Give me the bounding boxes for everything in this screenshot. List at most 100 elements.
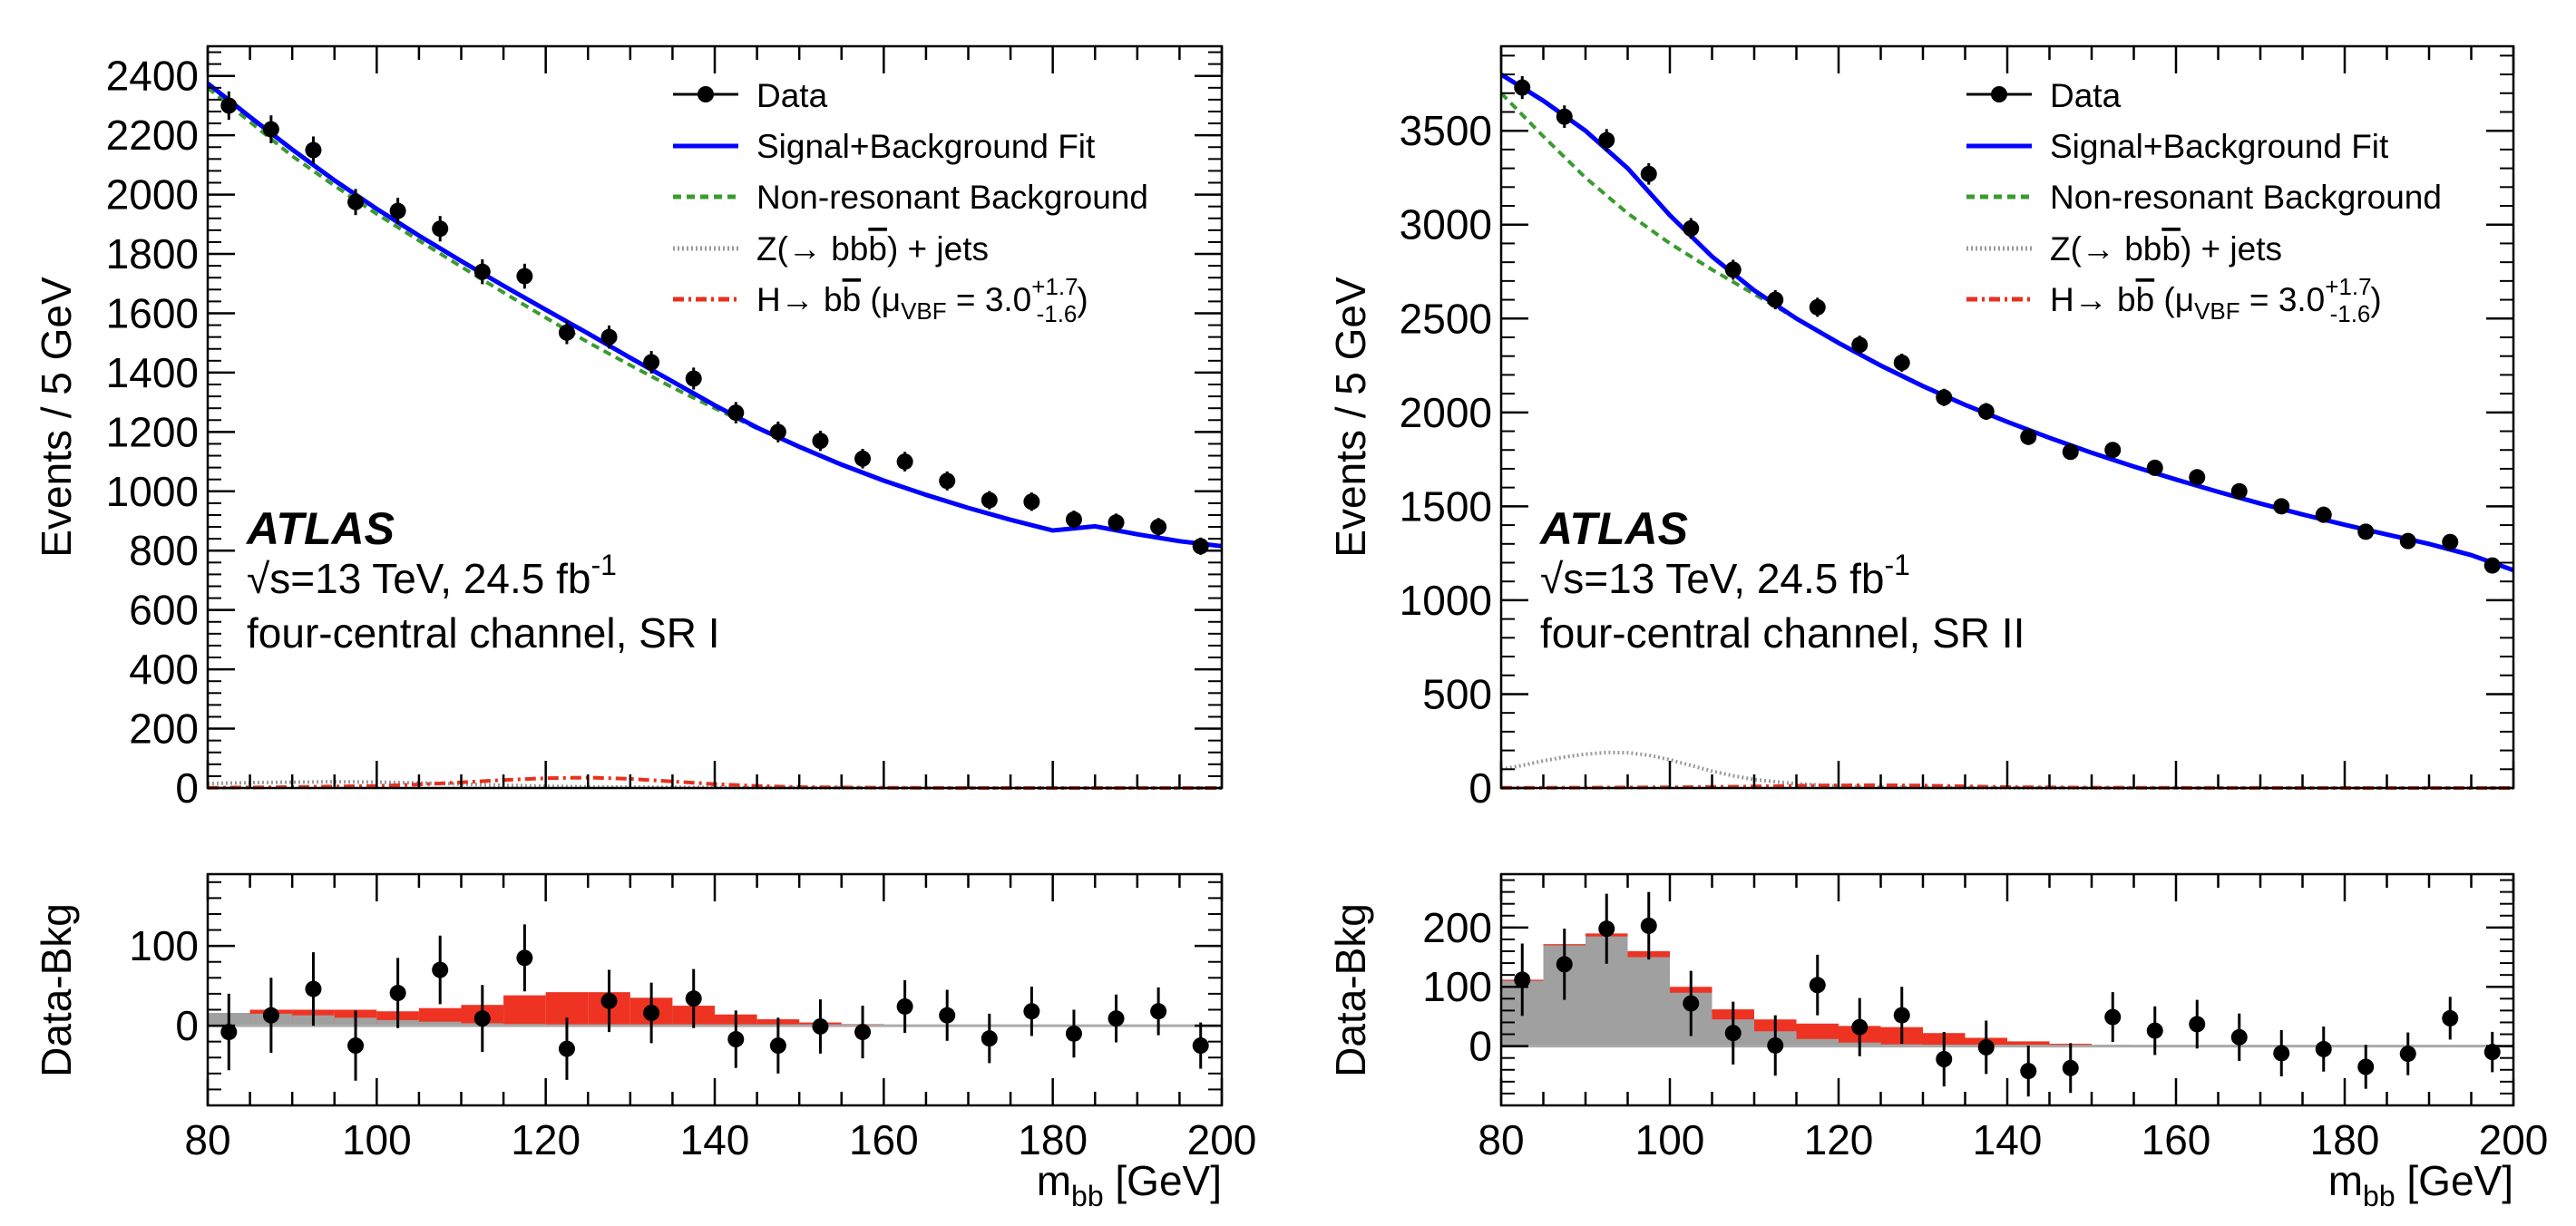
sr2-legend-z-b: b bbox=[2143, 230, 2162, 268]
sr2-legend-h-mu: (μ bbox=[2154, 281, 2194, 318]
sr1-data-point bbox=[516, 268, 533, 285]
sr2-legend-z-bbar: b bbox=[2161, 230, 2181, 268]
sr2-residual-point bbox=[1936, 1051, 1953, 1067]
sr2-legend: Data Signal+Background Fit Non-resonant … bbox=[1966, 77, 2442, 327]
sr1-residual-point bbox=[558, 1040, 575, 1057]
sr1-ytick-label: 600 bbox=[129, 587, 199, 634]
sr2-data-point bbox=[1767, 291, 1784, 308]
sr2-residual-point bbox=[1598, 920, 1615, 938]
sr1-data-point bbox=[432, 220, 449, 238]
sr2-residual-point bbox=[2399, 1046, 2416, 1063]
sr1-data-point bbox=[1192, 538, 1209, 555]
sr1-ytick-label: 1000 bbox=[106, 468, 199, 515]
sr2-legend-z-pre: Z(→ b bbox=[2050, 230, 2143, 268]
sr1-ytick-label: 1200 bbox=[106, 408, 199, 455]
sr1-xlabel-unit: [GeV] bbox=[1104, 1157, 1222, 1204]
sr1-residual-point bbox=[939, 1007, 956, 1024]
sr1-residual-point bbox=[896, 997, 913, 1015]
sr1-data-point bbox=[643, 354, 660, 371]
sr1-residual-point bbox=[389, 985, 406, 1002]
sr1-residual-point bbox=[685, 990, 702, 1007]
sr1-xtick-label: 200 bbox=[1187, 1116, 1257, 1163]
sr1-zjets-curve bbox=[207, 780, 1222, 790]
sr2-xlabel-sub: bb bbox=[2363, 1180, 2395, 1212]
sr1-data-point bbox=[558, 324, 575, 341]
sr2-data-point bbox=[1640, 165, 1657, 182]
sr2-residual-ytick-label: 100 bbox=[1422, 963, 1492, 1010]
sr2-legend-z-label: Z(→ bbb) + jets bbox=[2050, 230, 2282, 268]
sr1-xlabel: mbb [GeV] bbox=[1037, 1157, 1222, 1212]
sr1-ytick-label: 2000 bbox=[106, 171, 199, 219]
sr1-legend-h-pre: H→ b bbox=[756, 281, 843, 318]
sr2-xlabel: mbb [GeV] bbox=[2328, 1157, 2513, 1212]
sr2-residual-z-bar bbox=[1796, 1038, 1839, 1046]
sr2-data-point bbox=[1598, 131, 1615, 149]
sr1-ytick-label: 200 bbox=[129, 705, 199, 753]
sr2-legend-h-label: H→ bb (μVBF = 3.0+1.7 -1.6) bbox=[2050, 273, 2382, 327]
sr1-data-point bbox=[473, 263, 491, 280]
sr1-ytick-label: 2400 bbox=[106, 53, 199, 100]
sr1-legend-bkg-label: Non-resonant Background bbox=[756, 179, 1148, 216]
sr2-legend-data-marker bbox=[1991, 86, 2007, 102]
sr1-legend-z-bbar: b bbox=[868, 230, 887, 268]
sr2-ylabel-bottom: Data-Bkg bbox=[1327, 903, 1374, 1077]
sr2-xtick-label: 100 bbox=[1635, 1116, 1705, 1163]
sr1-data-point bbox=[769, 423, 786, 441]
sr1-ylabel-bottom: Data-Bkg bbox=[33, 903, 80, 1077]
sr1-residual-point bbox=[432, 961, 449, 978]
sr2-legend-h-close: ) bbox=[2370, 281, 2381, 318]
sr2-data-point bbox=[1809, 298, 1826, 316]
sr2-residual-point bbox=[2483, 1044, 2501, 1061]
sr2-residual-plot-content bbox=[1501, 891, 2513, 1097]
sr1-residual-point bbox=[305, 980, 322, 997]
sr2-ytick-label: 2000 bbox=[1400, 389, 1492, 436]
sr1-residual-axes: 80 100 120 140 160 180 200 0 100 bbox=[129, 874, 1256, 1163]
sr2-atlas-label: ATLAS bbox=[1538, 503, 1688, 554]
sr2-data-point bbox=[1556, 108, 1573, 125]
sr1-residual-point bbox=[347, 1037, 365, 1055]
sr1-legend-h-bbar: b bbox=[843, 281, 862, 318]
sr2-xtick-label: 80 bbox=[1478, 1116, 1524, 1163]
sr1-legend-data-marker bbox=[698, 86, 714, 102]
sr1-atlas-label: ATLAS bbox=[245, 503, 395, 554]
sr2-ytick-label: 3000 bbox=[1400, 201, 1492, 248]
sr1-data-point bbox=[1065, 511, 1082, 528]
sr1-xtick-label: 80 bbox=[184, 1116, 230, 1163]
sr2-legend-data-label: Data bbox=[2050, 77, 2122, 114]
sr1-residual-z-bar bbox=[418, 1021, 462, 1027]
sr2-data-point bbox=[2189, 469, 2206, 486]
sr2-residual-higgs-bar bbox=[2007, 1041, 2050, 1046]
sr2-data-point bbox=[1851, 336, 1869, 354]
sr1-xtick-label: 100 bbox=[342, 1116, 412, 1163]
sr2-legend-h-sup: +1.7 bbox=[2325, 273, 2371, 300]
sr1-xtick-label: 120 bbox=[511, 1116, 581, 1163]
sr1-ytick-label: 0 bbox=[175, 764, 199, 812]
sr2-ytick-label: 2500 bbox=[1400, 295, 1492, 342]
sr2-ytick-label: 500 bbox=[1422, 670, 1492, 717]
sr2-data-point bbox=[2062, 443, 2079, 461]
sr2-ytick-label: 3500 bbox=[1400, 107, 1492, 154]
sr2-legend-h-mu-sub: VBF bbox=[2194, 297, 2240, 325]
sr2-residual-point bbox=[2357, 1058, 2375, 1075]
sr1-residual-point bbox=[1023, 1003, 1040, 1020]
panel-sr1: 0200400600800100012001400160018002000220… bbox=[33, 44, 1256, 1212]
sr1-data-point bbox=[981, 491, 998, 509]
sr2-residual-point bbox=[1851, 1018, 1869, 1036]
sr2-residual-point bbox=[1640, 917, 1657, 934]
sr2-ytick-label: 0 bbox=[1469, 764, 1492, 812]
sr2-data-point bbox=[1724, 261, 1742, 278]
sr2-residual-point bbox=[2442, 1009, 2459, 1027]
sr2-xtick-label: 120 bbox=[1804, 1116, 1874, 1163]
sr1-legend-z-post: ) + jets bbox=[887, 230, 989, 268]
sr2-xlabel-unit: [GeV] bbox=[2395, 1157, 2513, 1204]
sr2-residual-axes: 80 100 120 140 160 180 200 0 100 200 bbox=[1422, 874, 2548, 1163]
sr2-residual-point bbox=[1514, 971, 1531, 988]
sr1-legend-h-mu-sub: VBF bbox=[901, 297, 947, 325]
sr2-legend-z-post: ) + jets bbox=[2181, 230, 2282, 268]
sr2-data-point bbox=[2146, 459, 2163, 476]
sr2-legend-fit-label: Signal+Background Fit bbox=[2050, 128, 2389, 165]
sr1-residual-point bbox=[1192, 1037, 1209, 1055]
sr1-data-point bbox=[220, 97, 238, 114]
sr2-residual-point bbox=[2315, 1040, 2332, 1057]
sr2-residual-point bbox=[1977, 1038, 1995, 1056]
